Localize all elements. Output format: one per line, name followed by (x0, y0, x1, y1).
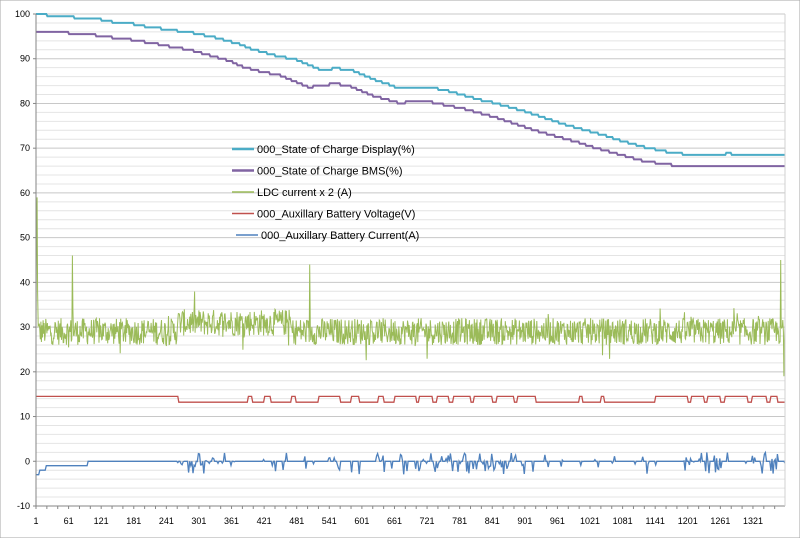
series-aux-current (36, 450, 786, 476)
y-tick-label: 40 (20, 277, 30, 287)
x-tick-label: 421 (257, 516, 272, 526)
x-tick-label: 121 (94, 516, 109, 526)
y-tick-label: -10 (17, 501, 30, 511)
legend-label: 000_Auxillary Battery Current(A) (261, 230, 419, 242)
x-tick-label: 661 (387, 516, 402, 526)
x-tick-label: 361 (224, 516, 239, 526)
y-tick-label: 100 (15, 9, 30, 19)
legend: 000_State of Charge Display(%) 000_State … (232, 144, 419, 242)
legend-label: 000_State of Charge BMS(%) (257, 166, 403, 178)
x-tick-label: 541 (322, 516, 337, 526)
axes (35, 14, 786, 507)
y-tick-label: 50 (20, 233, 30, 243)
y-tick-label: 70 (20, 143, 30, 153)
x-tick-label: 301 (191, 516, 206, 526)
x-tick-label: 181 (126, 516, 141, 526)
y-tick-labels: -10 0 10 20 30 40 50 60 70 80 90 100 (15, 9, 36, 511)
x-tick-label: 1261 (710, 516, 730, 526)
x-tick-label: 1 (33, 516, 38, 526)
series-group (35, 13, 786, 476)
x-tick-label: 1021 (580, 516, 600, 526)
x-tick-label: 781 (452, 516, 467, 526)
y-tick-label: 20 (20, 367, 30, 377)
series-soc-display (36, 13, 785, 156)
x-tick-label: 481 (289, 516, 304, 526)
y-tick-label: 60 (20, 188, 30, 198)
x-tick-label: 601 (354, 516, 369, 526)
x-tick-label: 1141 (646, 516, 665, 526)
legend-label: LDC current x 2 (A) (257, 187, 352, 199)
series-soc-bms (36, 30, 785, 168)
x-tick-label: 721 (420, 516, 435, 526)
x-tick-label: 61 (64, 516, 74, 526)
x-tick-label: 241 (159, 516, 174, 526)
y-tick-label: 30 (20, 322, 30, 332)
x-tick-labels: 1 61 121 181 241 301 361 421 481 541 601 661 721 781 8… (33, 506, 776, 526)
x-tick-label: 961 (550, 516, 565, 526)
legend-label: 000_Auxillary Battery Voltage(V) (257, 209, 415, 221)
series-aux-voltage (36, 395, 785, 403)
series-ldc-current (35, 197, 786, 377)
x-tick-label: 901 (517, 516, 532, 526)
y-tick-label: 90 (20, 54, 30, 64)
y-tick-label: 0 (25, 456, 30, 466)
x-tick-label: 1081 (613, 516, 633, 526)
x-tick-label: 1321 (743, 516, 763, 526)
gridlines (36, 13, 785, 507)
y-tick-label: 10 (20, 412, 30, 422)
x-tick-label: 841 (485, 516, 500, 526)
legend-label: 000_State of Charge Display(%) (257, 144, 415, 156)
x-tick-label: 1201 (678, 516, 698, 526)
y-tick-label: 80 (20, 98, 30, 108)
